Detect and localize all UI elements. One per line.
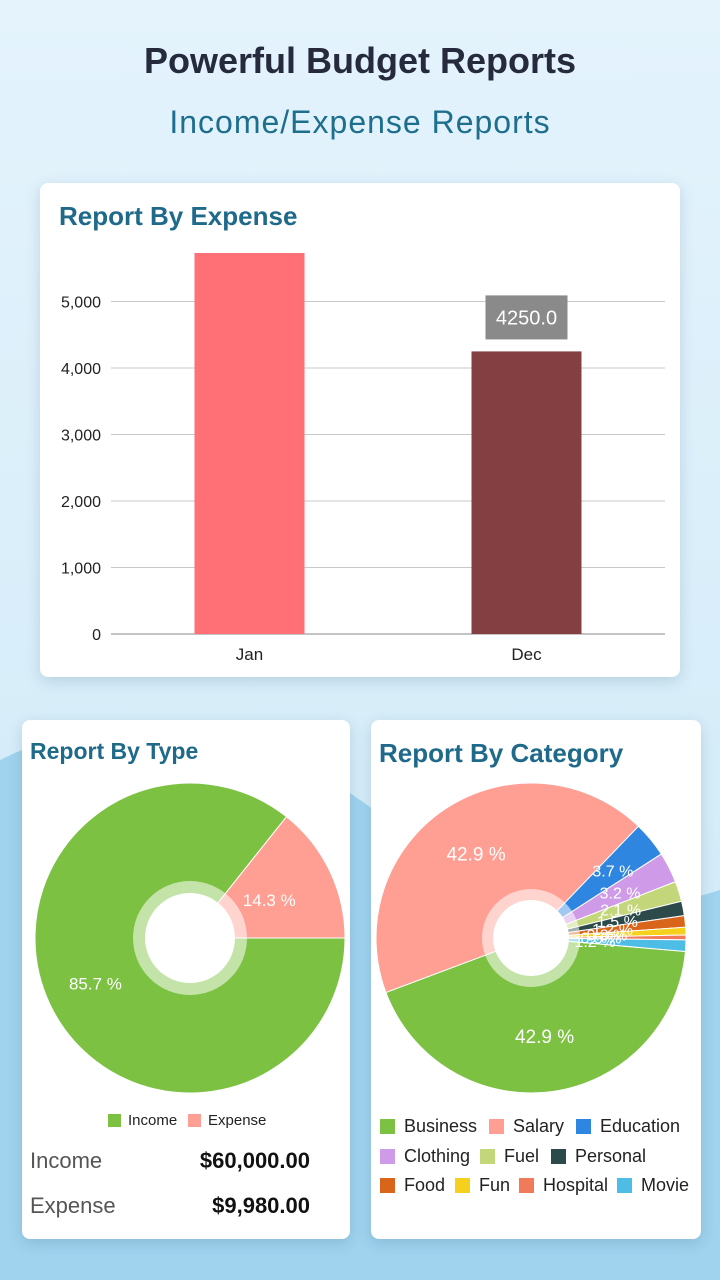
expense-bar-chart[interactable]: 0 1,000 2,000 3,000 4,000 5,000 Jan Dec 4250.0 xyxy=(40,183,680,677)
legend-label: Movie xyxy=(641,1175,690,1195)
legend-swatch xyxy=(380,1149,395,1164)
legend-swatch xyxy=(551,1149,566,1164)
legend-swatch xyxy=(480,1149,495,1164)
legend-swatch xyxy=(108,1114,121,1127)
type-value-label: 85.7 % xyxy=(69,975,122,994)
category-value-label: 0.5 % xyxy=(581,931,622,948)
expense-summary-row: Expense $9,980.00 xyxy=(30,1193,330,1227)
legend-label: Education xyxy=(600,1116,681,1136)
category-value-label: 1.2 % xyxy=(574,934,615,951)
legend-label: Fuel xyxy=(504,1146,540,1166)
category-legend-item-fun: Fun xyxy=(455,1175,510,1196)
category-legend-item-fuel: Fuel xyxy=(480,1146,539,1167)
category-value-label: 1.2 % xyxy=(592,922,633,939)
income-summary-label: Income xyxy=(30,1148,103,1173)
income-summary-row: Income $60,000.00 xyxy=(30,1148,330,1182)
category-report-card[interactable]: Report By Category 42.9 % 42.9 % 3.7 % 3.2 … xyxy=(371,720,701,1239)
category-legend-item-salary: Salary xyxy=(489,1116,564,1137)
type-legend-item-income: Income xyxy=(108,1112,177,1129)
legend-swatch xyxy=(576,1119,591,1134)
y-tick-label: 2,000 xyxy=(61,494,101,511)
y-tick-label: 0 xyxy=(92,627,101,644)
legend-swatch xyxy=(617,1178,632,1193)
category-legend-item-movie: Movie xyxy=(617,1175,689,1196)
type-report-title: Report By Type xyxy=(30,738,199,764)
value-tooltip xyxy=(485,295,568,340)
expense-summary-value: $9,980.00 xyxy=(212,1193,310,1218)
legend-swatch xyxy=(519,1178,534,1193)
category-legend-item-clothing: Clothing xyxy=(380,1146,470,1167)
type-legend: Income Expense xyxy=(22,1112,350,1136)
type-hole xyxy=(145,893,235,983)
value-tooltip-text: 4250.0 xyxy=(496,307,557,329)
legend-label: Income xyxy=(128,1112,178,1129)
legend-swatch xyxy=(455,1178,470,1193)
legend-swatch xyxy=(380,1178,395,1193)
category-pie-chart[interactable]: 42.9 %42.9 %3.7 %3.2 %2.1 %1.5 %1.2 %0.8… xyxy=(371,720,701,1110)
legend-label: Fun xyxy=(479,1175,511,1195)
category-value-label: 1.5 % xyxy=(597,914,638,931)
category-legend: Business Salary Education Clothing Fuel Perso… xyxy=(371,1116,701,1212)
type-pie-chart[interactable]: 85.7 % 14.3 % xyxy=(22,720,350,1110)
category-slice-salary xyxy=(375,782,640,994)
y-tick-label: 5,000 xyxy=(61,295,101,312)
type-value-label: 14.3 % xyxy=(243,891,296,910)
bar-dec xyxy=(471,351,582,634)
y-tick-label: 3,000 xyxy=(61,428,101,445)
legend-label: Business xyxy=(404,1116,478,1136)
category-value-label: 3.2 % xyxy=(600,886,641,903)
bar-jan xyxy=(194,253,305,635)
type-legend-item-expense: Expense xyxy=(188,1112,266,1129)
category-legend-item-education: Education xyxy=(576,1116,680,1137)
legend-label: Clothing xyxy=(404,1146,471,1166)
legend-swatch xyxy=(380,1119,395,1134)
y-tick-label: 4,000 xyxy=(61,361,101,378)
legend-label: Salary xyxy=(513,1116,565,1136)
legend-label: Food xyxy=(404,1175,446,1195)
subheadline: Income/Expense Reports xyxy=(169,104,551,140)
x-tick-label: Jan xyxy=(236,645,263,664)
income-summary-value: $60,000.00 xyxy=(199,1148,310,1173)
y-tick-label: 1,000 xyxy=(61,561,101,578)
category-value-label: 2.1 % xyxy=(600,903,641,920)
category-legend-item-food: Food xyxy=(380,1175,445,1196)
x-tick-label: Dec xyxy=(511,645,542,664)
expense-report-card[interactable]: Report By Expense 0 1,000 2,000 3,000 4,000 5… xyxy=(40,183,680,677)
category-value-label: 42.9 % xyxy=(515,1027,574,1048)
legend-swatch xyxy=(188,1114,201,1127)
category-hole xyxy=(493,900,569,976)
legend-label: Expense xyxy=(208,1112,267,1129)
headline: Powerful Budget Reports xyxy=(143,40,577,81)
legend-label: Personal xyxy=(575,1146,647,1166)
category-legend-item-personal: Personal xyxy=(551,1146,646,1167)
category-legend-item-hospital: Hospital xyxy=(519,1175,608,1196)
category-report-title: Report By Category xyxy=(379,738,624,768)
expense-report-title: Report By Expense xyxy=(59,201,298,231)
category-value-label: 0.8 % xyxy=(586,928,627,945)
category-slice-business xyxy=(385,937,686,1094)
category-value-label: 42.9 % xyxy=(446,844,505,865)
legend-label: Hospital xyxy=(543,1175,609,1195)
category-legend-item-business: Business xyxy=(380,1116,477,1137)
expense-summary-label: Expense xyxy=(30,1193,116,1218)
type-report-card[interactable]: Report By Type 85.7 % 14.3 % Income Expens… xyxy=(22,720,350,1239)
category-value-label: 3.7 % xyxy=(592,864,633,881)
legend-swatch xyxy=(489,1119,504,1134)
